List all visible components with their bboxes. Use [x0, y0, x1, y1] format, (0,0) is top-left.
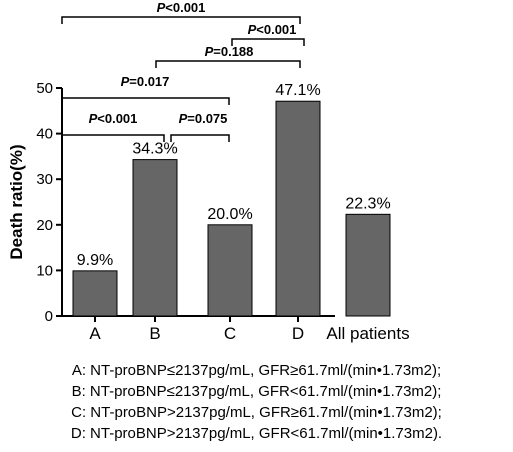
bar: [72, 270, 118, 317]
axes: 0 10 20 30 40 50: [36, 80, 335, 325]
data-label: 9.9%: [77, 252, 113, 269]
y-axis-label: Death ratio(%): [7, 144, 26, 259]
p-value-label: P=0.188: [205, 44, 254, 59]
y-tick-label: 50: [36, 80, 53, 97]
significance-bracket: [231, 38, 305, 46]
p-value-label: P<0.001: [89, 111, 138, 126]
y-tick-label: 40: [36, 126, 53, 143]
y-tick-label: 10: [36, 262, 53, 279]
significance-bracket: [61, 16, 301, 24]
footnotes: A: NT-proBNP≤2137pg/mL, GFR≥61.7ml/(min•…: [0, 360, 513, 444]
category-label: C: [224, 324, 236, 343]
p-value-label: P<0.001: [248, 22, 297, 37]
bar: [207, 224, 253, 317]
p-value-label: P<0.001: [157, 0, 206, 15]
data-label: 20.0%: [207, 206, 252, 223]
category-label: D: [292, 324, 304, 343]
data-label: 34.3%: [132, 141, 177, 158]
bar: [132, 159, 178, 317]
category-label: A: [89, 324, 101, 343]
data-label: 22.3%: [345, 195, 390, 212]
y-tick-label: 30: [36, 171, 53, 188]
bars: 9.9% A 34.3% B 20.0% C 47.1% D 22.3% All patients: [72, 82, 410, 343]
death-ratio-bar-chart: P<0.001 P<0.001 P=0.188 P=0.017 P<0.001 P=0.0…: [7, 0, 410, 343]
significance-brackets: P<0.001 P<0.001 P=0.188 P=0.017 P<0.001 P=0.0…: [61, 0, 305, 142]
bar: [345, 213, 391, 317]
data-label: 47.1%: [275, 82, 320, 99]
footnote-b: B: NT-proBNP≤2137pg/mL, GFR<61.7ml/(min•…: [71, 383, 442, 400]
p-value-label: P=0.017: [121, 74, 170, 89]
p-value-label: P=0.075: [179, 111, 228, 126]
y-tick-label: 20: [36, 217, 53, 234]
footnote-c: C: NT-proBNP>2137pg/mL, GFR≥61.7ml/(min•…: [71, 404, 442, 421]
y-tick-label: 0: [45, 308, 53, 325]
category-label: All patients: [326, 324, 409, 343]
footnote-d: D: NT-proBNP>2137pg/mL, GFR<61.7ml/(min•…: [70, 425, 443, 442]
category-label: B: [149, 324, 160, 343]
footnote-a: A: NT-proBNP≤2137pg/mL, GFR≥61.7ml/(min•…: [71, 362, 442, 379]
significance-bracket: [170, 134, 230, 142]
significance-bracket: [155, 60, 301, 68]
bar: [275, 100, 321, 317]
significance-bracket: [61, 97, 230, 105]
